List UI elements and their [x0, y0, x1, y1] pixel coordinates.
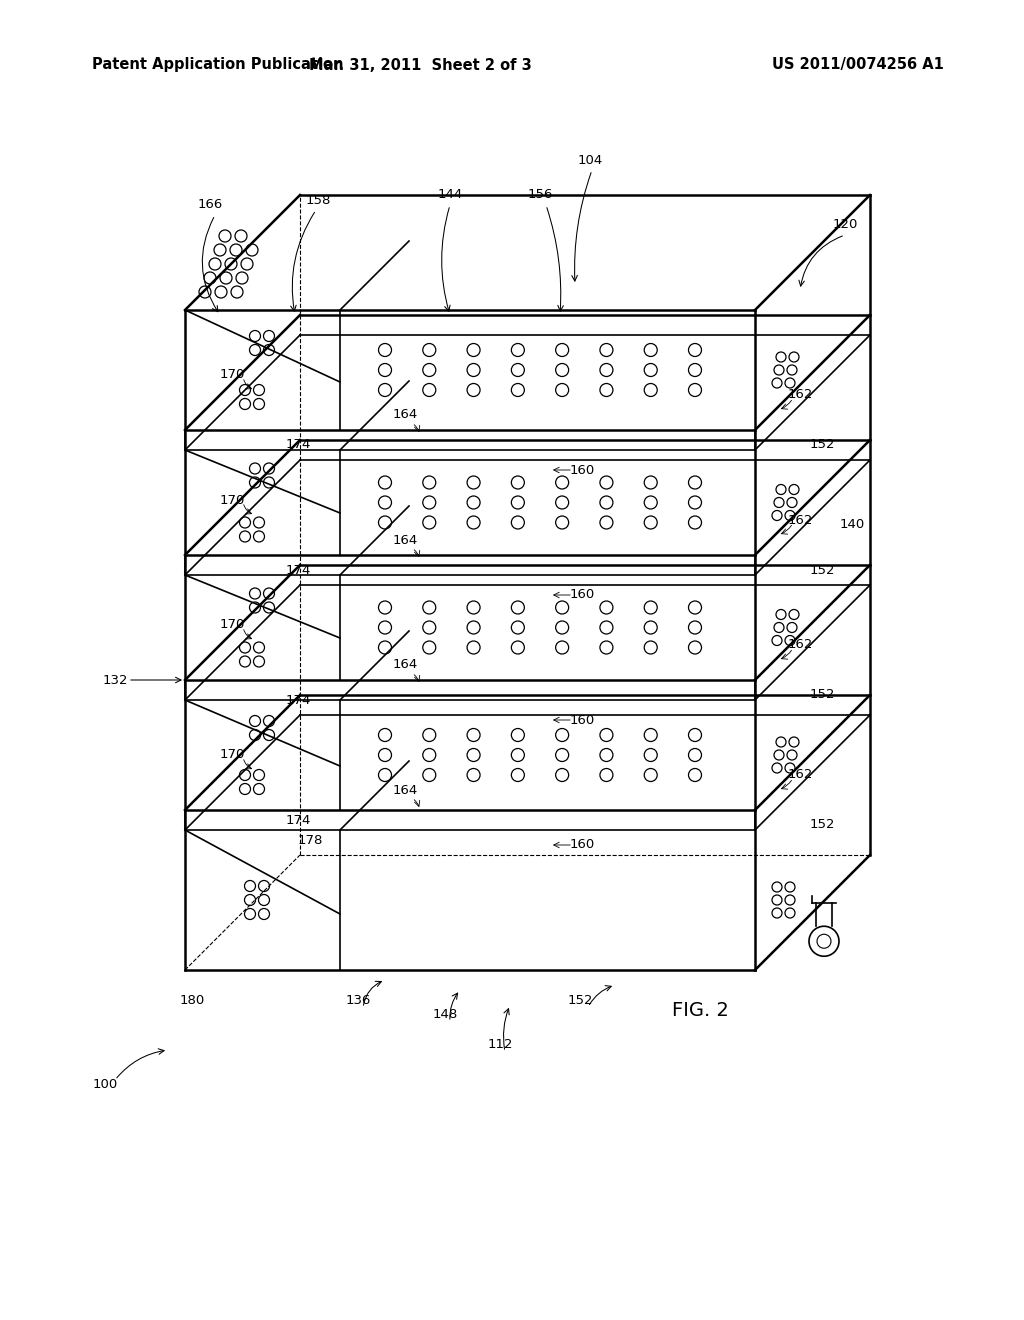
Text: 140: 140: [840, 519, 864, 532]
Text: 148: 148: [432, 1008, 458, 1022]
Text: 174: 174: [286, 564, 310, 577]
Text: 156: 156: [527, 189, 553, 202]
Text: 174: 174: [286, 693, 310, 706]
Text: 170: 170: [219, 494, 245, 507]
Text: 152: 152: [809, 689, 835, 701]
Text: 162: 162: [787, 513, 813, 527]
Text: 160: 160: [569, 838, 595, 851]
Text: 174: 174: [286, 438, 310, 451]
Text: 144: 144: [437, 189, 463, 202]
Text: 120: 120: [833, 219, 858, 231]
Text: 170: 170: [219, 619, 245, 631]
Text: 164: 164: [392, 659, 418, 672]
Text: 162: 162: [787, 768, 813, 781]
Text: 100: 100: [92, 1078, 118, 1092]
Text: 160: 160: [569, 589, 595, 602]
Text: Mar. 31, 2011  Sheet 2 of 3: Mar. 31, 2011 Sheet 2 of 3: [308, 58, 531, 73]
Text: 162: 162: [787, 388, 813, 401]
Text: 112: 112: [487, 1039, 513, 1052]
Text: 164: 164: [392, 533, 418, 546]
Text: 104: 104: [578, 153, 603, 166]
Text: FIG. 2: FIG. 2: [672, 1001, 728, 1019]
Text: 170: 170: [219, 748, 245, 762]
Text: 180: 180: [179, 994, 205, 1006]
Text: 152: 152: [809, 818, 835, 832]
Text: 158: 158: [305, 194, 331, 206]
Text: 160: 160: [569, 714, 595, 726]
Text: 174: 174: [286, 813, 310, 826]
Text: 166: 166: [198, 198, 222, 211]
Text: 152: 152: [809, 438, 835, 451]
Text: 178: 178: [297, 833, 323, 846]
Text: US 2011/0074256 A1: US 2011/0074256 A1: [772, 58, 944, 73]
Text: 136: 136: [345, 994, 371, 1006]
Text: 132: 132: [102, 673, 128, 686]
Text: 164: 164: [392, 784, 418, 796]
Text: 152: 152: [809, 564, 835, 577]
Text: 162: 162: [787, 639, 813, 652]
Text: 152: 152: [567, 994, 593, 1006]
Text: 170: 170: [219, 368, 245, 381]
Text: 164: 164: [392, 408, 418, 421]
Text: Patent Application Publication: Patent Application Publication: [92, 58, 343, 73]
Text: 160: 160: [569, 463, 595, 477]
